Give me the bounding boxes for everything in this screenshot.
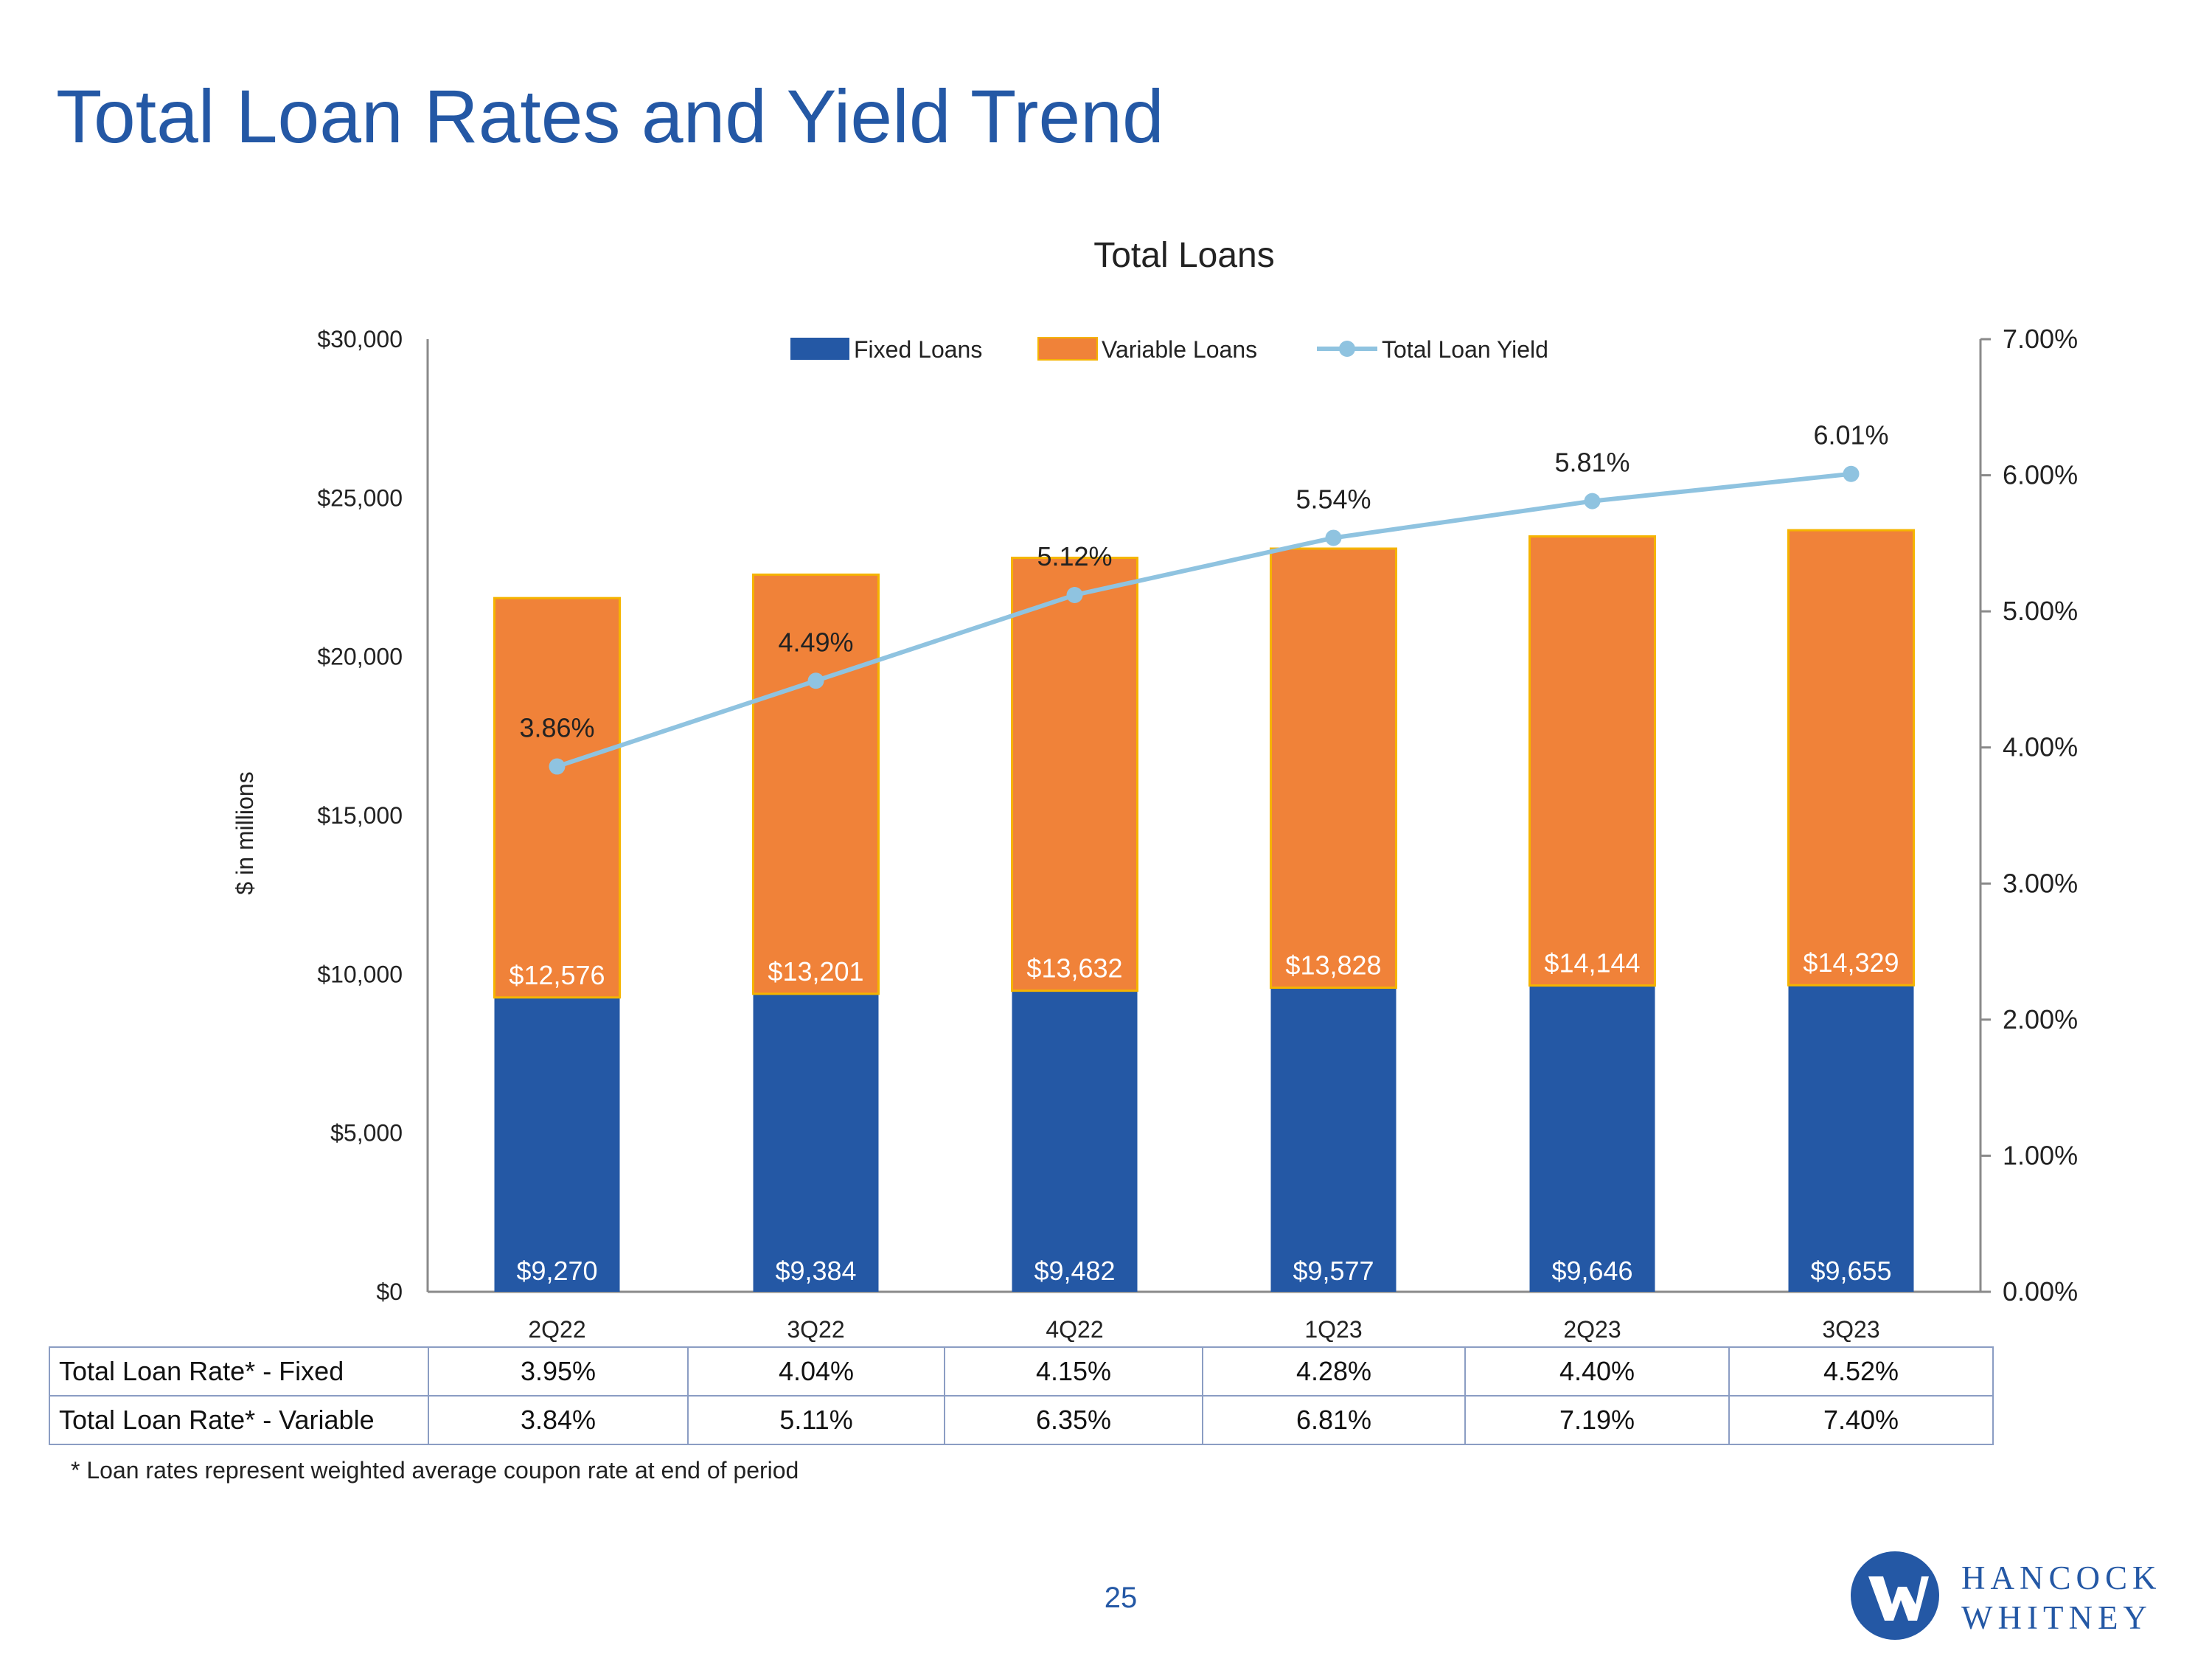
x-tick-label: 2Q22: [528, 1316, 585, 1342]
y-tick-label: $30,000: [317, 326, 403, 352]
y2-tick-label: 1.00%: [2003, 1140, 2078, 1170]
table-cell: 4.40%: [1464, 1346, 1730, 1397]
yield-point-2Q23: [1584, 493, 1601, 509]
table-row-fixed-rate: Total Loan Rate* - Fixed 3.95% 4.04% 4.1…: [49, 1346, 1994, 1397]
logo-text-hancock: HANCOCK: [1961, 1559, 2162, 1596]
bar-variable-3Q22: [752, 573, 880, 995]
bar-fixed-2Q23: [1529, 985, 1655, 1292]
chart-title: Total Loans: [1093, 236, 1275, 275]
y-tick-label: $5,000: [330, 1120, 403, 1147]
table-cell: 6.81%: [1202, 1395, 1466, 1445]
legend-swatch-fixed: [790, 338, 849, 360]
bar-fixed-4Q22: [1012, 990, 1138, 1292]
legend-swatch-variable: [1037, 337, 1098, 361]
yield-line: [556, 471, 1851, 769]
bar-fixed-1Q23: [1270, 987, 1397, 1292]
y-tick-label: $20,000: [317, 644, 403, 670]
data-label-yield: 5.12%: [1037, 541, 1112, 571]
y2-tick-label: 6.00%: [2003, 460, 2078, 490]
bar-fixed-3Q22: [753, 993, 879, 1292]
table-cell: 4.04%: [687, 1346, 945, 1397]
table-cell: 7.40%: [1728, 1395, 1994, 1445]
legend-label-yield: Total Loan Yield: [1382, 336, 1548, 363]
table-cell: 7.19%: [1464, 1395, 1730, 1445]
data-label-variable: $14,329: [1803, 947, 1899, 978]
legend-label-variable: Variable Loans: [1102, 336, 1257, 363]
data-label-variable: $14,144: [1544, 948, 1640, 978]
yield-point-1Q23: [1325, 529, 1342, 546]
total-loans-chart: Total Loans $0 $5,000 $10,000 $15,000 $20,000…: [232, 236, 2078, 1342]
row-label-variable: Total Loan Rate* - Variable: [49, 1395, 429, 1445]
x-tick-label: 4Q22: [1046, 1316, 1103, 1342]
data-label-fixed: $9,384: [775, 1256, 856, 1286]
table-cell: 4.15%: [944, 1346, 1203, 1397]
x-tick-label: 2Q23: [1563, 1316, 1621, 1342]
y-tick-label: $15,000: [317, 802, 403, 829]
bar-variable-4Q22: [1011, 557, 1138, 992]
bar-variable-2Q22: [493, 597, 621, 999]
y2-tick-label: 4.00%: [2003, 732, 2078, 762]
data-label-yield: 6.01%: [1813, 420, 1888, 451]
table-cell: 3.95%: [428, 1346, 689, 1397]
y2-tick-label: 7.00%: [2003, 324, 2078, 354]
bar-fixed-3Q23: [1788, 985, 1914, 1292]
table-cell: 3.84%: [428, 1395, 689, 1445]
page-title: Total Loan Rates and Yield Trend: [56, 74, 1164, 159]
data-label-fixed: $9,577: [1293, 1256, 1374, 1286]
data-label-fixed: $9,655: [1810, 1256, 1891, 1286]
data-label-fixed: $9,482: [1034, 1256, 1115, 1286]
data-label-fixed: $9,646: [1551, 1256, 1632, 1286]
logo-text-whitney: WHITNEY: [1961, 1599, 2152, 1636]
row-label-fixed: Total Loan Rate* - Fixed: [49, 1346, 429, 1397]
data-label-yield: 5.81%: [1554, 448, 1630, 478]
page-number: 25: [1104, 1582, 1138, 1614]
loan-rate-table: Total Loan Rate* - Fixed 3.95% 4.04% 4.1…: [49, 1346, 1994, 1445]
y2-tick-label: 0.00%: [2003, 1276, 2078, 1307]
y-axis-label: $ in millions: [232, 771, 258, 894]
bar-variable-1Q23: [1270, 547, 1397, 990]
y2-tick-label: 2.00%: [2003, 1004, 2078, 1034]
x-tick-label: 3Q23: [1822, 1316, 1879, 1342]
legend-swatch-yield-marker: [1339, 341, 1355, 357]
footnote: * Loan rates represent weighted average …: [71, 1457, 799, 1484]
y2-tick-label: 5.00%: [2003, 596, 2078, 626]
data-label-variable: $13,201: [768, 956, 863, 987]
yield-point-4Q22: [1066, 586, 1083, 603]
table-cell: 4.52%: [1728, 1346, 1994, 1397]
data-label-yield: 5.54%: [1295, 484, 1371, 514]
table-row-variable-rate: Total Loan Rate* - Variable 3.84% 5.11% …: [49, 1395, 1994, 1445]
y-tick-label: $10,000: [317, 961, 403, 987]
table-cell: 4.28%: [1202, 1346, 1466, 1397]
data-label-variable: $12,576: [509, 960, 605, 990]
yield-point-2Q22: [549, 758, 566, 775]
y2-tick-label: 3.00%: [2003, 868, 2078, 898]
data-label-yield: 4.49%: [778, 627, 853, 657]
yield-point-3Q23: [1843, 465, 1860, 482]
table-cell: 5.11%: [687, 1395, 945, 1445]
data-label-fixed: $9,270: [516, 1256, 597, 1286]
hancock-whitney-logo-icon: [1851, 1551, 1939, 1640]
data-label-variable: $13,828: [1285, 950, 1381, 981]
yield-point-3Q22: [807, 672, 824, 689]
data-label-variable: $13,632: [1026, 953, 1122, 984]
y-tick-label: $0: [376, 1279, 403, 1305]
bar-variable-3Q23: [1787, 529, 1915, 987]
x-tick-label: 3Q22: [787, 1316, 844, 1342]
bar-variable-2Q23: [1528, 535, 1656, 987]
x-tick-label: 1Q23: [1304, 1316, 1362, 1342]
legend-label-fixed: Fixed Loans: [854, 336, 982, 363]
hancock-whitney-logo: HANCOCK WHITNEY: [1849, 1550, 2196, 1646]
bar-fixed-2Q22: [494, 997, 620, 1292]
table-cell: 6.35%: [944, 1395, 1203, 1445]
data-label-yield: 3.86%: [519, 713, 594, 743]
y-tick-label: $25,000: [317, 484, 403, 511]
